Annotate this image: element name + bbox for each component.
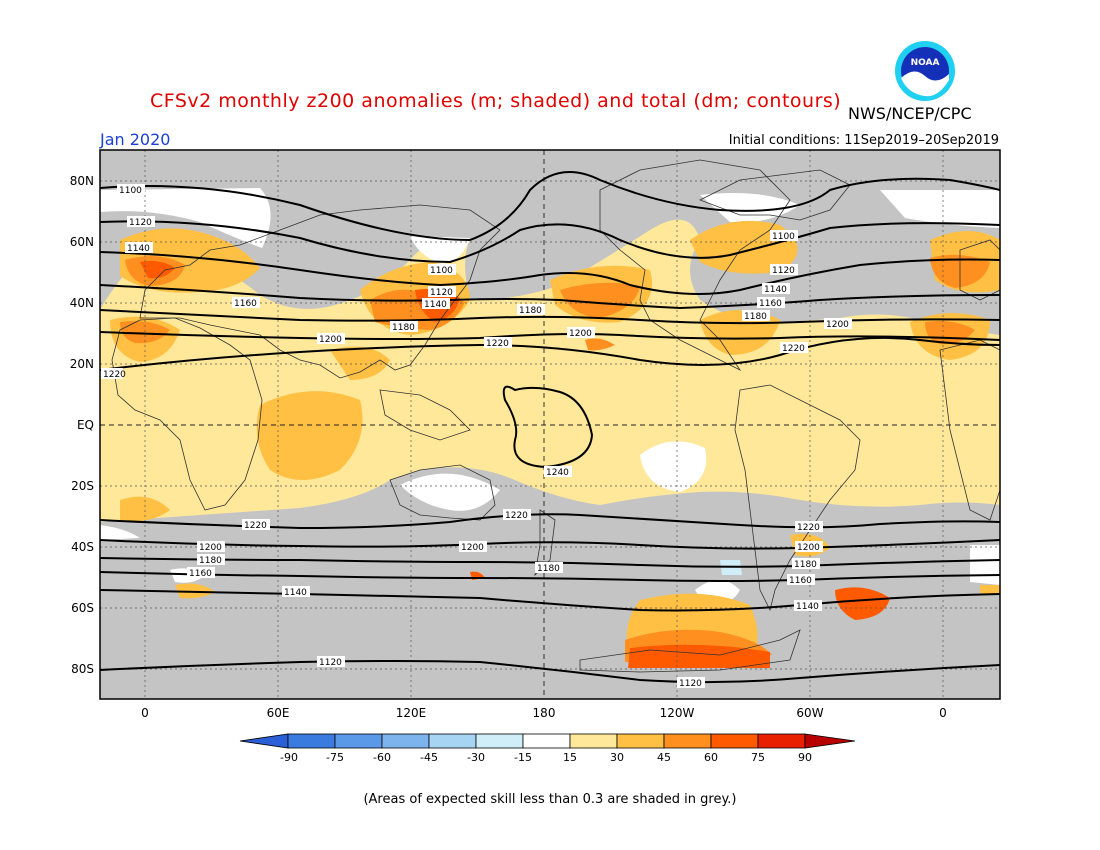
colorbar-tick-label: 30: [610, 751, 624, 764]
contour-label: 1140: [424, 300, 447, 310]
colorbar-box: [757, 733, 806, 749]
lon-label: 120W: [660, 706, 695, 720]
colorbar-tick-label: -60: [373, 751, 391, 764]
contour-label: 1180: [392, 323, 415, 333]
initial-conditions: Initial conditions: 11Sep2019–20Sep2019: [728, 133, 999, 148]
colorbar-boxes: [239, 733, 856, 749]
lon-axis: 0 60E 120E 180 120W 60W 0: [141, 706, 947, 720]
contour-label: 1220: [244, 521, 267, 531]
colorbar-box: [616, 733, 665, 749]
contour-label: 1220: [782, 344, 805, 354]
contour-label: 1220: [797, 523, 820, 533]
contour-label: 1200: [826, 320, 849, 330]
contour-label: 1140: [764, 285, 787, 295]
contour-label: 1180: [744, 312, 767, 322]
lat-label: 20N: [70, 357, 94, 371]
contour-label: 1180: [794, 560, 817, 570]
contour-label: 1220: [103, 370, 126, 380]
contour-label: 1220: [486, 339, 509, 349]
lat-label: 60N: [70, 235, 94, 249]
contour-label: 1160: [759, 299, 782, 309]
contour-label: 1160: [234, 299, 257, 309]
contour-label: 1140: [284, 588, 307, 598]
colorbar-box: [522, 733, 571, 749]
forecast-month: Jan 2020: [100, 130, 171, 149]
colorbar-arrow-right: [804, 733, 856, 749]
contour-label: 1120: [129, 218, 152, 228]
colorbar-ticks: -90 -75 -60 -45 -30 -15 15 30 45 60 75 90: [280, 751, 812, 764]
colorbar-tick-label: -15: [514, 751, 532, 764]
colorbar-tick-label: -30: [467, 751, 485, 764]
lon-label: 60W: [796, 706, 823, 720]
contour-label: 1120: [679, 679, 702, 689]
lat-label: 80N: [70, 174, 94, 188]
colorbar-tick-label: -75: [326, 751, 344, 764]
colorbar-box: [287, 733, 336, 749]
colorbar-arrow-left: [239, 733, 289, 749]
colorbar-tick-label: 60: [704, 751, 718, 764]
lat-label: EQ: [77, 418, 94, 432]
contour-label: 1160: [189, 569, 212, 579]
lon-label: 120E: [396, 706, 427, 720]
contour-label: 1200: [461, 543, 484, 553]
noaa-logo-icon: NOAA: [895, 41, 955, 101]
contour-label: 1140: [796, 602, 819, 612]
lon-label: 0: [939, 706, 947, 720]
colorbar-box: [475, 733, 524, 749]
colorbar-tick-label: 45: [657, 751, 671, 764]
lon-label: 60E: [267, 706, 290, 720]
contour-label: 1180: [537, 564, 560, 574]
agency-label: NWS/NCEP/CPC: [848, 104, 972, 123]
contour-label: 1240: [546, 468, 569, 478]
contour-label: 1100: [772, 232, 795, 242]
logo-text: NOAA: [911, 58, 940, 68]
colorbar-tick-label: 90: [798, 751, 812, 764]
contour-label: 1220: [505, 511, 528, 521]
lon-label: 0: [141, 706, 149, 720]
lat-lon-grid: [100, 150, 1000, 699]
contour-label: 1140: [127, 244, 150, 254]
lon-label: 180: [533, 706, 556, 720]
contour-label: 1160: [789, 576, 812, 586]
height-contours: [100, 171, 1000, 684]
contour-label: 1120: [319, 658, 342, 668]
contour-label: 1180: [199, 556, 222, 566]
contour-label: 1200: [797, 543, 820, 553]
colorbar-box: [569, 733, 618, 749]
equator-dateline: [100, 150, 1000, 699]
lat-label: 60S: [71, 601, 94, 615]
colorbar-box: [334, 733, 383, 749]
contour-label: 1200: [199, 543, 222, 553]
colorbar-tick-label: 15: [563, 751, 577, 764]
colorbar-tick-label: 75: [751, 751, 765, 764]
colorbar-tick-label: -90: [280, 751, 298, 764]
contour-label: 1120: [430, 288, 453, 298]
contour-label: 1100: [119, 186, 142, 196]
colorbar-box: [710, 733, 759, 749]
contour-label: 1200: [319, 335, 342, 345]
map-title: CFSv2 monthly z200 anomalies (m; shaded)…: [150, 90, 842, 112]
lat-label: 20S: [71, 479, 94, 493]
lat-label: 80S: [71, 662, 94, 676]
colorbar-box: [428, 733, 477, 749]
lat-label: 40S: [71, 540, 94, 554]
contour-label: 1180: [519, 306, 542, 316]
colorbar: -90 -75 -60 -45 -30 -15 15 30 45 60 75 90: [239, 733, 856, 764]
colorbar-box: [381, 733, 430, 749]
contour-label: 1200: [569, 329, 592, 339]
colorbar-tick-label: -45: [420, 751, 438, 764]
lat-axis: 80N 60N 40N 20N EQ 20S 40S 60S 80S: [70, 174, 94, 676]
coastlines: [111, 159, 1000, 673]
colorbar-box: [663, 733, 712, 749]
contour-label: 1120: [772, 266, 795, 276]
contour-label-group: 1100 1100 1100 1120 1120 1120 1120 1120 …: [101, 184, 852, 689]
contour-label: 1100: [430, 266, 453, 276]
map-frame: [99, 149, 1001, 700]
lat-label: 40N: [70, 296, 94, 310]
footnote: (Areas of expected skill less than 0.3 a…: [363, 792, 737, 807]
